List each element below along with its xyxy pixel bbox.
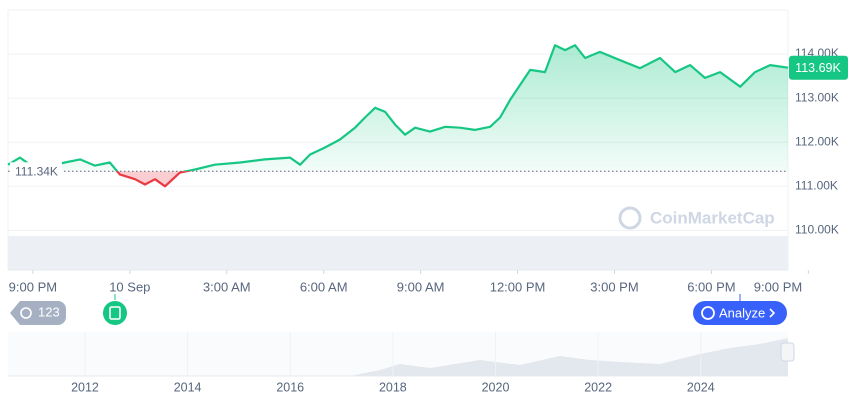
y-tick-label: 110.00K [795, 223, 839, 237]
current-price-bg [789, 55, 848, 80]
current-price-label: 113.69K [795, 61, 841, 75]
badge-shape[interactable] [10, 301, 66, 325]
watermark: CoinMarketCap [618, 206, 775, 230]
navigator-handle[interactable] [780, 342, 795, 362]
baseline-label-bg [10, 162, 62, 181]
x-tick-label: 10 Sep [109, 279, 150, 294]
navigator-tick-label: 2016 [276, 380, 304, 394]
y-tick-label: 112.00K [795, 134, 839, 148]
navigator-tick-label: 2018 [379, 380, 407, 394]
plot [7, 44, 789, 231]
navigator [8, 332, 795, 377]
price-line-below [115, 171, 192, 188]
price-line [7, 44, 789, 172]
watermark-text: CoinMarketCap [650, 208, 775, 227]
navigator-tick-label: 2012 [71, 380, 99, 394]
watermark-logo [618, 206, 642, 230]
analyze-icon [701, 306, 715, 320]
analyze-label[interactable]: Analyze [719, 305, 765, 320]
badge-count[interactable]: 123 [38, 304, 60, 319]
baseline-label: 111.34K [15, 164, 58, 178]
y-tick-label: 113.00K [795, 90, 839, 104]
x-tick-label: 9:00 PM [9, 279, 57, 294]
x-tick-label: 6:00 AM [300, 279, 348, 294]
analyze-button[interactable]: Analyze [693, 294, 787, 325]
area-above [8, 45, 788, 172]
navigator-tick-label: 2020 [482, 380, 510, 394]
navigator-tick-label: 2022 [584, 380, 612, 394]
x-tick-label: 3:00 PM [590, 279, 638, 294]
y-tick-label: 111.00K [795, 178, 838, 192]
x-tick-label: 9:00 AM [397, 279, 445, 294]
news-marker[interactable] [103, 294, 127, 325]
analyze-bg[interactable] [693, 301, 787, 325]
marker-circle[interactable] [103, 301, 127, 325]
x-tick-label: 12:00 PM [490, 279, 546, 294]
x-tick-label: 6:00 PM [687, 279, 735, 294]
chevron [769, 308, 776, 318]
x-tick-label: 3:00 AM [203, 279, 251, 294]
navigator-tick-label: 2024 [687, 380, 715, 394]
navigator-tick-label: 2014 [174, 380, 202, 394]
doc-icon [109, 306, 121, 320]
x-tick-label: 9:00 PM [754, 279, 802, 294]
volume-band [8, 236, 788, 270]
history-icon [20, 307, 32, 319]
events-badge[interactable]: 123 [10, 301, 66, 325]
navigator-area [8, 338, 788, 376]
